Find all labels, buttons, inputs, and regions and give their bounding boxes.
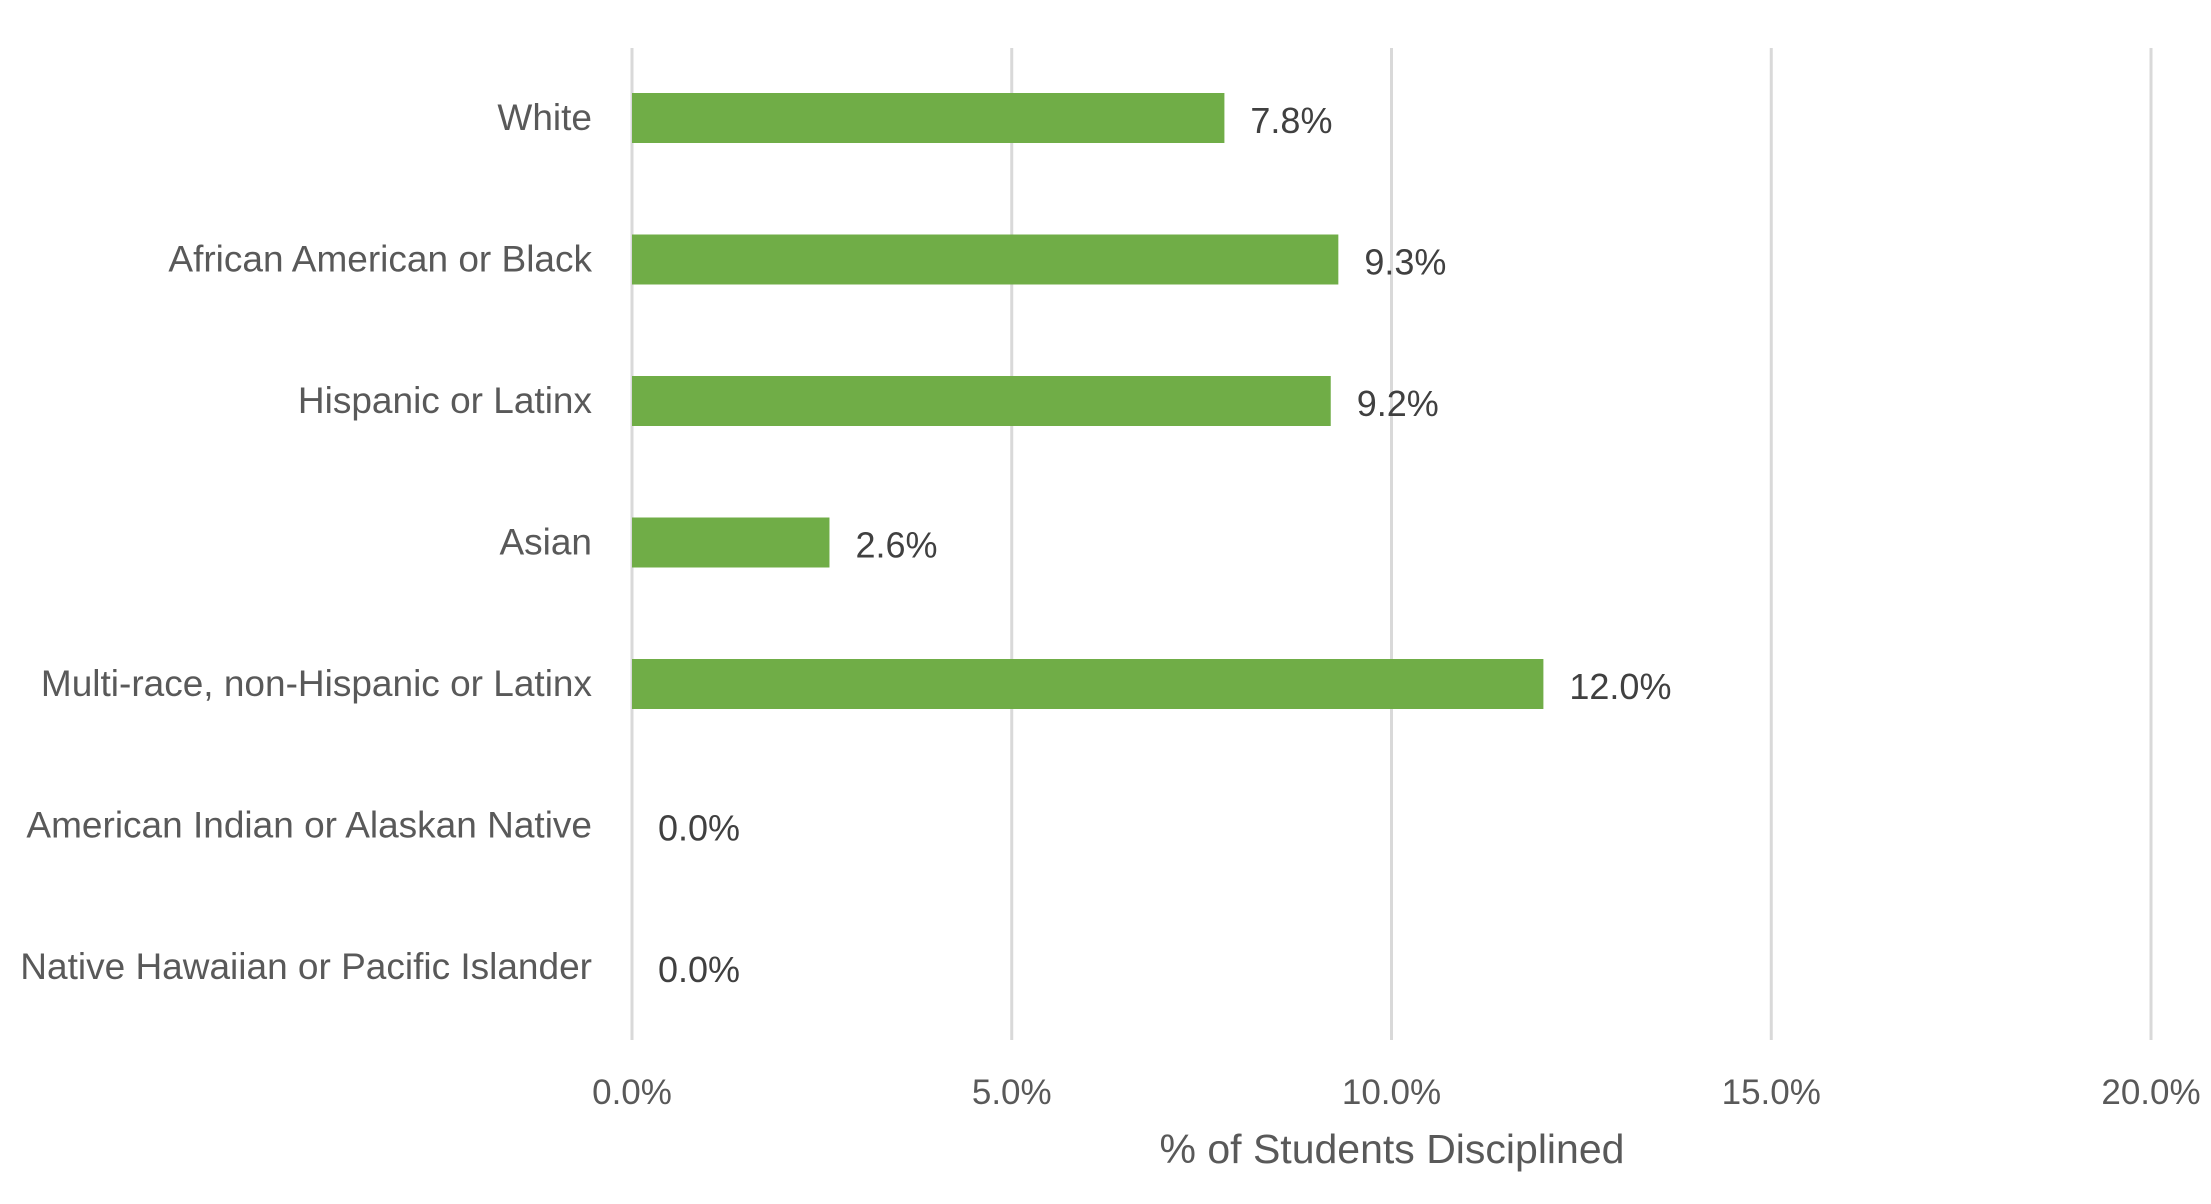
data-label-3: 2.6% — [855, 525, 937, 566]
data-label-4: 12.0% — [1569, 666, 1671, 707]
category-label-1: African American or Black — [168, 239, 592, 280]
data-label-0: 7.8% — [1250, 100, 1332, 141]
category-label-5: American Indian or Alaskan Native — [26, 805, 592, 846]
bar-1 — [632, 234, 1339, 285]
data-label-5: 0.0% — [658, 808, 740, 849]
bar-2 — [632, 376, 1331, 426]
category-label-6: Native Hawaiian or Pacific Islander — [20, 946, 592, 987]
x-axis-title: % of Students Disciplined — [1160, 1126, 1625, 1172]
x-tick-label-3: 15.0% — [1722, 1073, 1821, 1112]
bar-0 — [632, 93, 1225, 143]
x-tick-label-1: 5.0% — [972, 1073, 1052, 1112]
x-tick-label-0: 0.0% — [592, 1073, 672, 1112]
x-tick-labels: 0.0% 5.0% 10.0% 15.0% 20.0% — [592, 1073, 2201, 1112]
category-label-2: Hispanic or Latinx — [298, 380, 593, 421]
category-label-4: Multi-race, non-Hispanic or Latinx — [41, 663, 593, 704]
bar-4 — [632, 659, 1544, 709]
data-labels: 7.8% 9.3% 9.2% 2.6% 12.0% 0.0% 0.0% — [658, 100, 1671, 990]
category-label-0: White — [497, 97, 592, 138]
x-tick-label-2: 10.0% — [1342, 1073, 1441, 1112]
data-label-1: 9.3% — [1364, 242, 1446, 283]
data-label-2: 9.2% — [1357, 383, 1439, 424]
data-label-6: 0.0% — [658, 949, 740, 990]
bars — [632, 93, 1544, 709]
gridlines — [630, 48, 2153, 1040]
category-label-3: Asian — [499, 522, 592, 563]
x-tick-label-4: 20.0% — [2101, 1073, 2200, 1112]
bar-3 — [632, 517, 830, 568]
category-labels: White African American or Black Hispanic o… — [20, 97, 592, 987]
